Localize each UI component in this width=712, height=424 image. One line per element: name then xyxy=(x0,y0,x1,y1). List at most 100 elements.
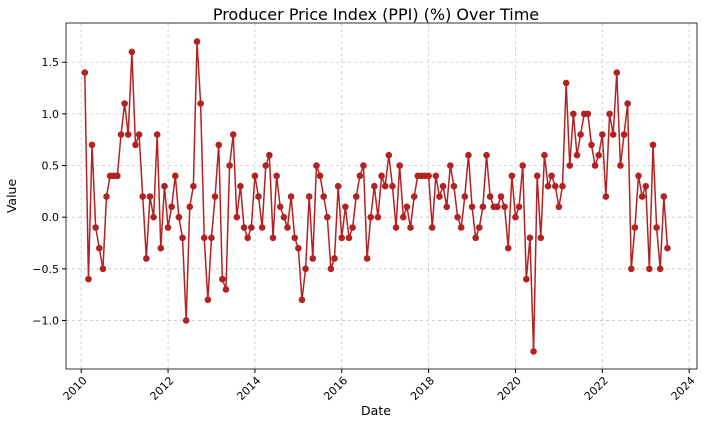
data-point xyxy=(251,172,259,180)
data-point xyxy=(562,79,570,87)
data-point xyxy=(168,203,175,211)
data-point xyxy=(410,193,418,200)
data-point xyxy=(508,172,516,180)
data-point xyxy=(649,141,657,149)
data-point xyxy=(96,244,103,252)
data-point xyxy=(85,275,92,283)
y-tick-label: 1.0 xyxy=(42,108,60,121)
data-point xyxy=(396,162,403,169)
x-axis-label: Date xyxy=(361,403,391,418)
data-point xyxy=(537,234,545,242)
data-point xyxy=(114,172,121,180)
data-point xyxy=(472,234,479,242)
data-point xyxy=(280,213,288,221)
data-point xyxy=(360,162,367,169)
data-point xyxy=(454,213,461,221)
data-point xyxy=(211,193,219,200)
x-tick-label: 2020 xyxy=(495,374,524,403)
data-point xyxy=(302,265,309,273)
data-point xyxy=(342,203,349,211)
y-tick-label: −0.5 xyxy=(32,263,59,276)
data-line xyxy=(84,41,669,352)
data-point xyxy=(175,213,183,221)
data-point xyxy=(573,151,581,159)
y-tick-label: −1.0 xyxy=(32,314,59,327)
data-point xyxy=(432,172,440,180)
data-point xyxy=(157,244,165,252)
data-point xyxy=(305,193,313,200)
data-point xyxy=(530,348,537,355)
data-point xyxy=(237,182,244,190)
data-point xyxy=(606,110,613,118)
data-point xyxy=(233,213,241,221)
data-point xyxy=(215,141,223,149)
data-point xyxy=(439,182,447,190)
data-point xyxy=(555,203,563,211)
data-point xyxy=(229,131,237,138)
x-tick-label: 2024 xyxy=(669,374,698,403)
data-point xyxy=(595,151,603,159)
data-point xyxy=(88,141,96,149)
data-point xyxy=(146,193,154,200)
data-point xyxy=(389,182,396,190)
data-point xyxy=(533,172,541,180)
data-point xyxy=(548,172,555,180)
data-point xyxy=(512,213,519,221)
data-point xyxy=(363,255,371,262)
data-point xyxy=(81,69,89,76)
data-point xyxy=(638,193,646,200)
data-point xyxy=(541,151,548,159)
data-point xyxy=(602,193,610,200)
y-tick-label: 0.5 xyxy=(42,160,60,173)
data-point xyxy=(566,162,574,169)
data-point xyxy=(642,182,650,190)
data-point xyxy=(392,224,400,231)
data-point xyxy=(356,172,364,180)
data-point xyxy=(161,182,168,190)
data-point xyxy=(588,141,595,149)
data-point xyxy=(352,193,360,200)
data-point xyxy=(331,255,338,262)
data-point xyxy=(121,100,128,107)
data-point xyxy=(519,162,527,169)
y-tick-label: 0.0 xyxy=(42,211,60,224)
data-point xyxy=(494,203,501,211)
data-point xyxy=(298,296,306,304)
x-tick-label: 2010 xyxy=(61,374,90,403)
data-point xyxy=(345,234,353,242)
data-point xyxy=(570,110,577,118)
data-point xyxy=(266,151,273,159)
data-point xyxy=(515,203,523,211)
data-point xyxy=(501,203,508,211)
data-point xyxy=(656,265,664,273)
x-tick-label: 2016 xyxy=(321,374,350,403)
chart-title: Producer Price Index (PPI) (%) Over Time xyxy=(213,5,539,24)
data-point xyxy=(504,244,512,252)
data-point xyxy=(660,193,668,200)
data-point xyxy=(624,100,631,107)
data-point xyxy=(164,224,172,231)
x-tick-label: 2022 xyxy=(582,374,611,403)
data-point xyxy=(475,224,483,231)
data-point xyxy=(324,213,331,221)
data-point xyxy=(381,182,389,190)
data-point xyxy=(150,213,157,221)
data-point xyxy=(620,131,628,138)
data-point xyxy=(617,162,624,169)
data-point xyxy=(591,162,599,169)
data-point xyxy=(465,151,472,159)
data-point xyxy=(443,203,451,211)
data-point xyxy=(653,224,660,231)
data-point xyxy=(204,296,212,304)
data-point xyxy=(103,193,110,200)
data-point xyxy=(276,203,284,211)
data-point xyxy=(258,224,266,231)
data-point xyxy=(367,213,375,221)
data-point xyxy=(599,131,606,138)
data-point xyxy=(244,234,251,242)
data-point xyxy=(193,38,201,45)
data-point xyxy=(371,182,378,190)
data-point xyxy=(327,265,335,273)
data-point xyxy=(425,172,432,180)
